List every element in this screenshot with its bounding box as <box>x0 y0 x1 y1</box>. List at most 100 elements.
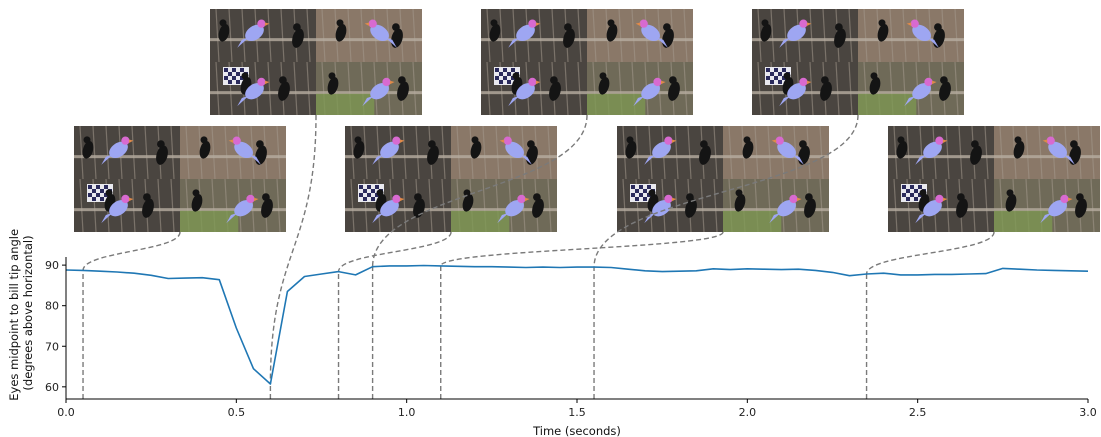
background-bird-mark <box>82 136 94 159</box>
tracked-bird-mark <box>364 19 397 48</box>
camera-view <box>617 126 723 180</box>
tracked-bird-mark <box>915 136 948 165</box>
camera-view <box>451 178 557 232</box>
camera-view <box>858 61 964 115</box>
tracked-bird-mark <box>771 136 804 165</box>
camera-view <box>888 178 994 232</box>
x-tick-label: 2.5 <box>909 406 927 419</box>
thumbnail-connector <box>865 231 995 275</box>
background-bird-mark <box>598 72 610 95</box>
x-tick-label: 0.5 <box>228 406 246 419</box>
thumbnail-layer <box>74 9 1100 232</box>
camera-view <box>587 9 693 63</box>
background-bird-mark <box>278 76 290 101</box>
background-bird-mark <box>327 72 339 95</box>
tracked-bird-mark <box>101 194 134 224</box>
frame-thumbnail-1 <box>74 126 286 232</box>
camera-view <box>752 61 858 115</box>
series-line <box>65 264 1089 385</box>
background-bird-mark <box>353 136 365 159</box>
background-bird-mark <box>939 76 951 101</box>
connector-layer <box>82 114 995 384</box>
background-bird-mark <box>191 189 203 212</box>
camera-view <box>481 61 587 115</box>
x-axis-ticks: 0.0 0.5 1.0 1.5 2.0 2.5 3.0 <box>57 399 1097 419</box>
tracked-bird-mark <box>904 77 937 107</box>
frame-marker-layer <box>82 265 868 399</box>
plot-area: 0.0 0.5 1.0 1.5 2.0 2.5 3.0 60 70 80 90 <box>45 257 1097 419</box>
background-bird-mark <box>1075 193 1087 218</box>
background-bird-mark <box>804 193 816 218</box>
tracked-bird-mark <box>644 136 677 165</box>
background-bird-mark <box>142 193 154 218</box>
thumbnail-connector <box>337 231 452 272</box>
tracked-bird-mark <box>1040 194 1073 224</box>
camera-view <box>180 126 286 180</box>
x-axis-label: Time (seconds) <box>532 424 621 437</box>
background-bird-mark <box>970 140 982 165</box>
camera-view <box>180 178 286 232</box>
background-bird-mark <box>462 189 474 212</box>
camera-view <box>752 9 858 63</box>
background-bird-mark <box>470 136 482 159</box>
y-tick-label: 60 <box>45 381 59 394</box>
y-tick-label: 90 <box>45 259 59 272</box>
x-tick-label: 0.0 <box>57 406 75 419</box>
x-tick-label: 3.0 <box>1079 406 1097 419</box>
tracked-bird-mark <box>499 136 532 165</box>
background-bird-mark <box>532 193 544 218</box>
background-bird-mark <box>896 136 908 159</box>
background-bird-mark <box>292 23 304 48</box>
camera-view <box>481 9 587 63</box>
background-bird-mark <box>956 193 968 218</box>
camera-view <box>316 61 422 115</box>
tracked-bird-mark <box>635 19 668 48</box>
tracked-bird-mark <box>226 194 259 224</box>
camera-view <box>451 126 557 180</box>
tracked-bird-mark <box>633 77 666 107</box>
tracked-bird-mark <box>101 136 134 165</box>
camera-view <box>316 9 422 63</box>
frame-thumbnail-6 <box>752 9 964 115</box>
tracked-bird-mark <box>228 136 261 165</box>
tracked-bird-mark <box>779 19 812 48</box>
background-bird-mark <box>668 76 680 101</box>
tracked-bird-mark <box>372 136 405 165</box>
background-bird-mark <box>1013 136 1025 159</box>
camera-view <box>617 178 723 232</box>
background-bird-mark <box>261 193 273 218</box>
background-bird-mark <box>742 136 754 159</box>
camera-view <box>345 178 451 232</box>
background-bird-mark <box>834 23 846 48</box>
y-axis-label-line-2: (degrees above horizontal) <box>21 235 35 390</box>
x-tick-label: 2.0 <box>739 406 757 419</box>
frame-thumbnail-5 <box>617 126 829 232</box>
tracked-bird-mark <box>237 77 270 107</box>
background-bird-mark <box>699 140 711 165</box>
background-bird-mark <box>625 136 637 159</box>
camera-view <box>858 9 964 63</box>
x-tick-label: 1.5 <box>568 406 586 419</box>
frame-thumbnail-2 <box>210 9 422 115</box>
background-bird-mark <box>1005 189 1017 212</box>
tracked-bird-mark <box>1042 136 1075 165</box>
background-bird-mark <box>335 19 347 42</box>
thumbnail-connector <box>82 231 181 271</box>
camera-view <box>587 61 693 115</box>
y-tick-label: 80 <box>45 300 59 313</box>
background-bird-mark <box>760 19 772 42</box>
camera-view <box>210 61 316 115</box>
tracked-bird-mark <box>237 19 270 48</box>
thumbnail-connector <box>440 231 724 267</box>
tracked-bird-mark <box>915 194 948 224</box>
background-bird-mark <box>427 140 439 165</box>
thumbnail-connector <box>593 114 859 268</box>
background-bird-mark <box>397 76 409 101</box>
camera-view <box>723 126 829 180</box>
background-bird-mark <box>156 140 168 165</box>
tracked-bird-mark <box>508 19 541 48</box>
background-bird-mark <box>820 76 832 101</box>
y-axis-label-line-1: Eyes midpoint to bill tip angle <box>7 229 21 401</box>
camera-view <box>994 178 1100 232</box>
